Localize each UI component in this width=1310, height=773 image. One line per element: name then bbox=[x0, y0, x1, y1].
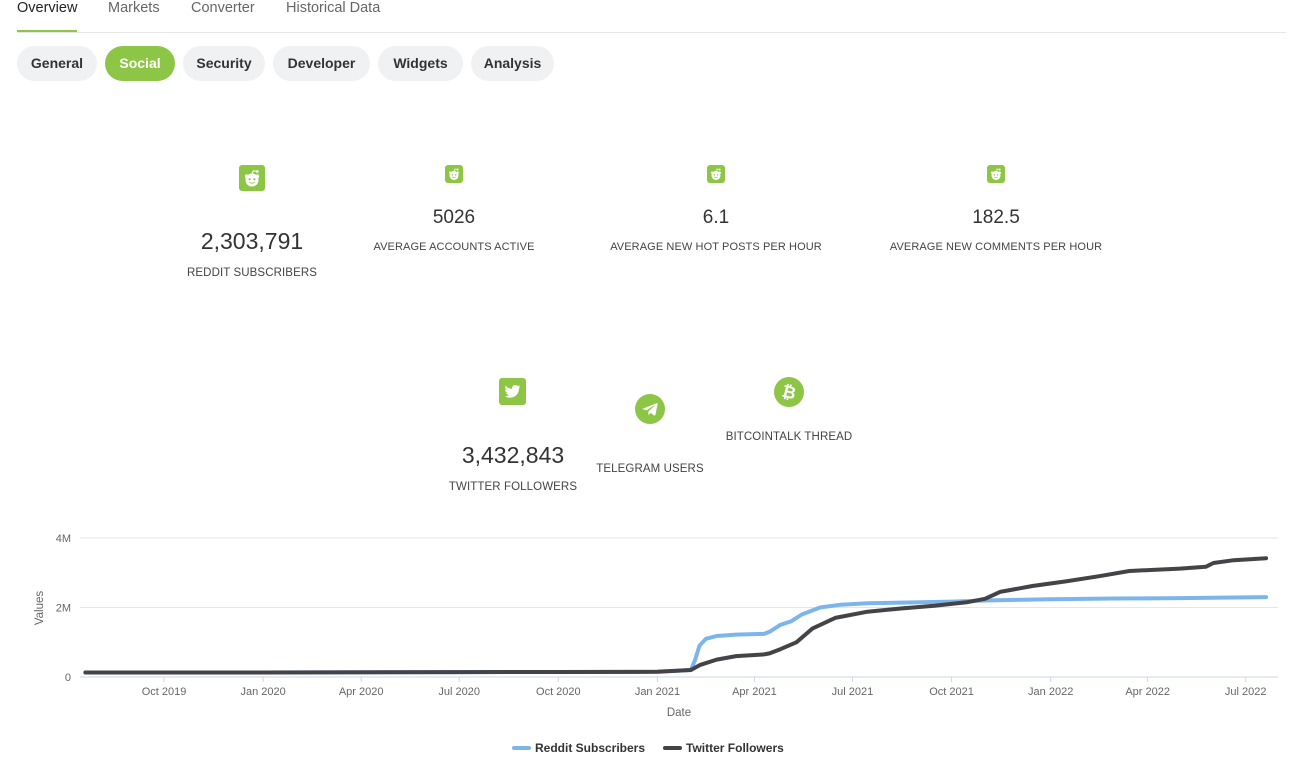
x-tick-label: Apr 2020 bbox=[339, 686, 384, 698]
x-axis-title: Date bbox=[667, 707, 691, 719]
x-tick-label: Jan 2022 bbox=[1028, 686, 1073, 698]
telegram-users-stat: TELEGRAM USERS bbox=[585, 390, 715, 485]
reddit-icon bbox=[445, 165, 463, 183]
y-tick-label: 2M bbox=[56, 603, 71, 615]
hot-posts-value: 6.1 bbox=[702, 207, 730, 228]
x-tick-label: Jul 2021 bbox=[832, 686, 874, 698]
reddit-subscribers-stat: 2,303,791 REDDIT SUBSCRIBERS bbox=[172, 160, 332, 290]
comments-stat: 182.5 AVERAGE NEW COMMENTS PER HOUR bbox=[871, 160, 1121, 260]
bitcointalk-stat: ₿ BITCOINTALK THREAD bbox=[719, 374, 859, 454]
x-tick-label: Jan 2021 bbox=[635, 686, 680, 698]
subtab-security[interactable]: Security bbox=[183, 46, 265, 81]
svg-text:₿: ₿ bbox=[780, 382, 798, 404]
x-tick-label: Jan 2020 bbox=[241, 686, 286, 698]
twitter-followers-line bbox=[83, 556, 1269, 675]
bitcointalk-label: BITCOINTALK THREAD bbox=[725, 431, 853, 443]
twitter-followers-value: 3,432,843 bbox=[461, 442, 565, 468]
legend-twitter-followers: Twitter Followers bbox=[686, 741, 784, 755]
hot-posts-label: AVERAGE NEW HOT POSTS PER HOUR bbox=[610, 241, 822, 253]
twitter-icon bbox=[499, 378, 526, 405]
tab-overview[interactable]: Overview bbox=[17, 0, 78, 32]
telegram-icon[interactable] bbox=[635, 394, 665, 424]
bitcoin-icon[interactable]: ₿ bbox=[774, 377, 804, 407]
accounts-active-stat: 5026 AVERAGE ACCOUNTS ACTIVE bbox=[354, 160, 554, 260]
reddit-icon bbox=[239, 165, 265, 191]
tab-markets[interactable]: Markets bbox=[108, 0, 160, 16]
reddit-subscribers-label: REDDIT SUBSCRIBERS bbox=[186, 267, 318, 279]
hot-posts-stat: 6.1 AVERAGE NEW HOT POSTS PER HOUR bbox=[596, 160, 836, 260]
telegram-users-label: TELEGRAM USERS bbox=[596, 463, 704, 475]
x-tick-label: Oct 2019 bbox=[142, 686, 187, 698]
x-tick-label: Apr 2022 bbox=[1125, 686, 1170, 698]
comments-value: 182.5 bbox=[972, 207, 1020, 228]
subtab-general[interactable]: General bbox=[17, 46, 97, 81]
twitter-followers-label: TWITTER FOLLOWERS bbox=[448, 481, 578, 493]
accounts-active-value: 5026 bbox=[432, 207, 476, 228]
x-tick-label: Jul 2020 bbox=[438, 686, 480, 698]
x-tick-label: Apr 2021 bbox=[732, 686, 777, 698]
subtab-social[interactable]: Social bbox=[105, 46, 175, 81]
x-tick-label: Oct 2020 bbox=[536, 686, 581, 698]
y-tick-label: 0 bbox=[65, 672, 71, 684]
twitter-followers-stat: 3,432,843 TWITTER FOLLOWERS bbox=[433, 375, 593, 505]
reddit-subscribers-line bbox=[83, 595, 1269, 675]
subtab-analysis[interactable]: Analysis bbox=[471, 46, 554, 81]
y-tick-label: 4M bbox=[56, 533, 71, 545]
subtab-widgets[interactable]: Widgets bbox=[378, 46, 463, 81]
comments-label: AVERAGE NEW COMMENTS PER HOUR bbox=[889, 241, 1103, 253]
tab-historical-data[interactable]: Historical Data bbox=[286, 0, 381, 16]
top-tab-bar: Overview Markets Converter Historical Da… bbox=[17, 0, 1286, 33]
accounts-active-label: AVERAGE ACCOUNTS ACTIVE bbox=[373, 241, 535, 253]
reddit-icon bbox=[707, 165, 725, 183]
legend-reddit-subscribers: Reddit Subscribers bbox=[535, 741, 645, 755]
tab-converter[interactable]: Converter bbox=[191, 0, 255, 16]
reddit-subscribers-value: 2,303,791 bbox=[200, 228, 304, 254]
y-axis-title: Values bbox=[34, 591, 46, 626]
x-tick-label: Jul 2022 bbox=[1225, 686, 1267, 698]
x-tick-label: Oct 2021 bbox=[929, 686, 974, 698]
subtab-developer[interactable]: Developer bbox=[273, 46, 370, 81]
reddit-icon bbox=[987, 165, 1005, 183]
